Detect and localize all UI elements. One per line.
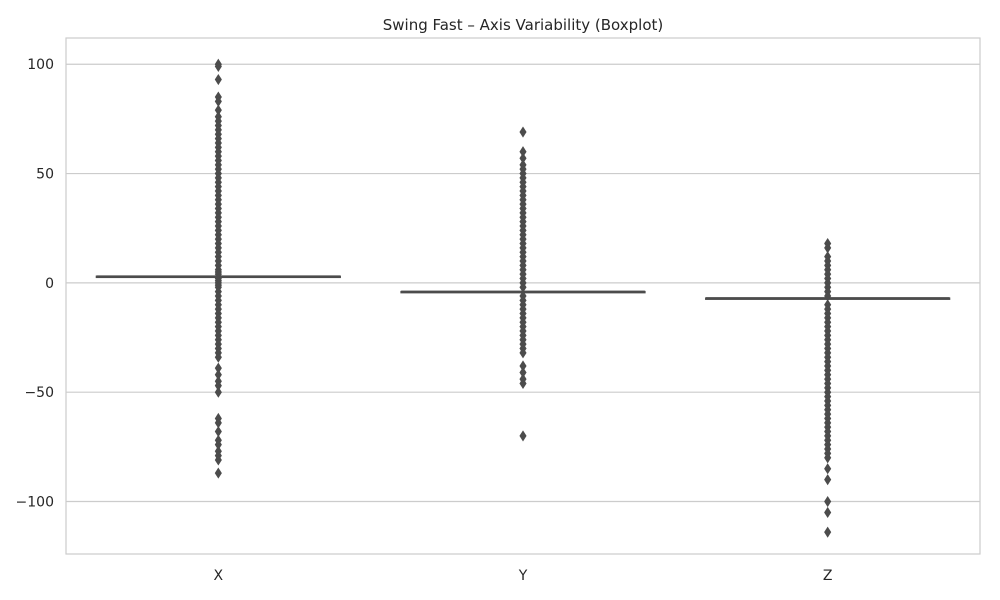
x-tick-label: Y xyxy=(518,568,528,584)
outlier-point xyxy=(214,454,222,466)
outlier-point xyxy=(824,452,832,464)
outlier-point xyxy=(824,495,832,508)
y-tick-label: 0 xyxy=(45,276,54,292)
outlier-point xyxy=(519,377,527,390)
y-tick-label: −50 xyxy=(24,385,54,401)
y-tick-label: −100 xyxy=(16,495,54,511)
outlier-point xyxy=(824,463,832,475)
chart-title: Swing Fast – Axis Variability (Boxplot) xyxy=(383,16,664,34)
outlier-point xyxy=(214,73,222,86)
outlier-point xyxy=(519,347,527,359)
x-tick-label: X xyxy=(214,568,224,584)
y-axis-tick-labels: 100 50 0 −50 −100 xyxy=(16,57,54,510)
outlier-point xyxy=(519,430,527,442)
plot-area-frame xyxy=(65,37,981,555)
box-z xyxy=(705,237,951,538)
box-series xyxy=(95,58,951,538)
outlier-point xyxy=(214,60,222,72)
outlier-point xyxy=(214,351,222,363)
outlier-point xyxy=(824,506,832,519)
box-x xyxy=(95,58,341,479)
x-axis-tick-labels: X Y Z xyxy=(214,568,833,584)
box-y xyxy=(400,126,646,442)
x-tick-label: Z xyxy=(823,568,833,584)
outlier-point xyxy=(824,474,832,486)
outlier-point xyxy=(214,467,222,479)
outlier-point xyxy=(824,526,832,538)
y-tick-label: 50 xyxy=(36,167,54,183)
outlier-point xyxy=(519,126,527,138)
outlier-point xyxy=(214,386,222,398)
y-tick-label: 100 xyxy=(27,57,54,73)
